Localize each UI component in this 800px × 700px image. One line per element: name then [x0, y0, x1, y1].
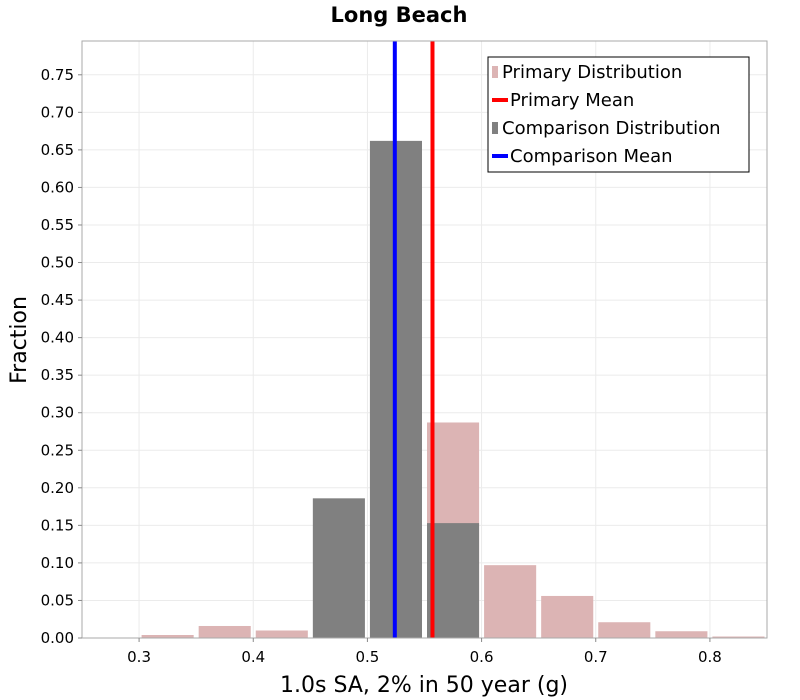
legend: Primary Distribution Primary Mean Comparis… — [487, 56, 750, 173]
primary-distribution-bar — [655, 631, 708, 638]
x-tick-label: 0.7 — [584, 648, 608, 666]
plot-frame — [81, 40, 768, 639]
x-tick-label: 0.5 — [355, 648, 379, 666]
y-tick-label: 0.20 — [41, 479, 74, 497]
primary-distribution-bar — [198, 625, 251, 638]
x-tick-label: 0.6 — [470, 648, 494, 666]
y-tick-label: 0.40 — [41, 329, 74, 347]
legend-label: Comparison Distribution — [502, 118, 721, 139]
y-tick-label: 0.55 — [41, 216, 74, 234]
y-tick-label: 0.65 — [41, 141, 74, 159]
y-axis-ticks: 0.00 0.05 0.10 0.15 0.20 0.25 0.30 0.35 0.40 0.45… — [41, 66, 82, 647]
y-tick-label: 0.15 — [41, 516, 74, 534]
y-tick-label: 0.70 — [41, 103, 74, 121]
primary-distribution-bar — [541, 595, 594, 638]
y-tick-label: 0.05 — [41, 591, 74, 609]
y-tick-label: 0.10 — [41, 554, 74, 572]
primary-distribution-bar — [598, 622, 651, 638]
y-tick-label: 0.35 — [41, 366, 74, 384]
y-tick-label: 0.25 — [41, 441, 74, 459]
y-tick-label: 0.00 — [41, 629, 74, 647]
primary-distribution-bar — [141, 634, 194, 638]
x-axis-ticks: 0.3 0.4 0.5 0.6 0.7 0.8 — [127, 638, 722, 666]
y-tick-label: 0.60 — [41, 178, 74, 196]
primary-distribution-bar — [255, 630, 308, 638]
legend-swatch-bar — [492, 66, 498, 78]
primary-distribution-bar — [712, 636, 765, 638]
legend-label: Primary Mean — [510, 90, 634, 111]
x-tick-label: 0.4 — [241, 648, 265, 666]
y-tick-label: 0.50 — [41, 254, 74, 272]
legend-swatch-bar — [492, 122, 498, 134]
y-tick-label: 0.45 — [41, 291, 74, 309]
primary-distribution-bar — [484, 565, 537, 638]
x-tick-label: 0.3 — [127, 648, 151, 666]
chart-title: Long Beach — [331, 3, 468, 27]
mean-lines — [392, 41, 435, 638]
legend-box — [487, 56, 750, 173]
x-axis-title: 1.0s SA, 2% in 50 year (g) — [280, 673, 568, 698]
y-tick-label: 0.75 — [41, 66, 74, 84]
comparison-distribution-bar — [312, 498, 365, 638]
legend-label: Comparison Mean — [510, 146, 673, 167]
legend-label: Primary Distribution — [502, 62, 682, 83]
y-axis-title: Fraction — [7, 296, 32, 384]
x-tick-label: 0.8 — [698, 648, 722, 666]
y-tick-label: 0.30 — [41, 404, 74, 422]
comparison-distribution-bar — [427, 523, 480, 638]
